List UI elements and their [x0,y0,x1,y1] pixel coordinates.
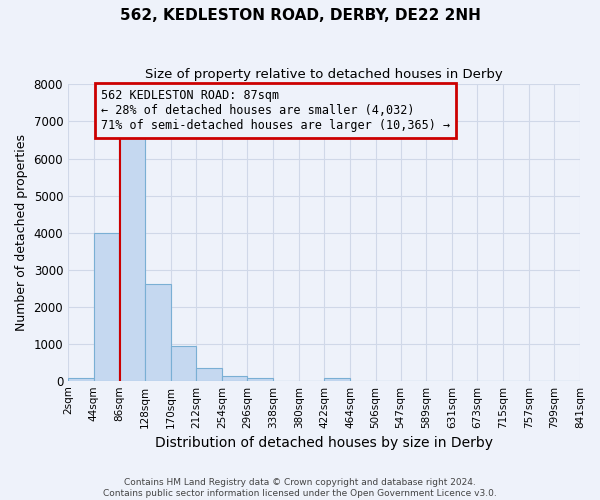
Bar [119,136,145,380]
Text: 562, KEDLESTON ROAD, DERBY, DE22 2NH: 562, KEDLESTON ROAD, DERBY, DE22 2NH [119,8,481,22]
Bar [196,368,222,380]
Text: Contains HM Land Registry data © Crown copyright and database right 2024.
Contai: Contains HM Land Registry data © Crown c… [103,478,497,498]
Bar [325,378,350,380]
Bar [94,232,119,380]
Bar [145,284,170,380]
Bar [68,378,94,380]
Y-axis label: Number of detached properties: Number of detached properties [15,134,28,331]
Bar [170,346,196,380]
Bar [247,378,273,380]
Text: 562 KEDLESTON ROAD: 87sqm
← 28% of detached houses are smaller (4,032)
71% of se: 562 KEDLESTON ROAD: 87sqm ← 28% of detac… [101,89,451,132]
X-axis label: Distribution of detached houses by size in Derby: Distribution of detached houses by size … [155,436,493,450]
Bar [222,376,247,380]
Title: Size of property relative to detached houses in Derby: Size of property relative to detached ho… [145,68,503,80]
